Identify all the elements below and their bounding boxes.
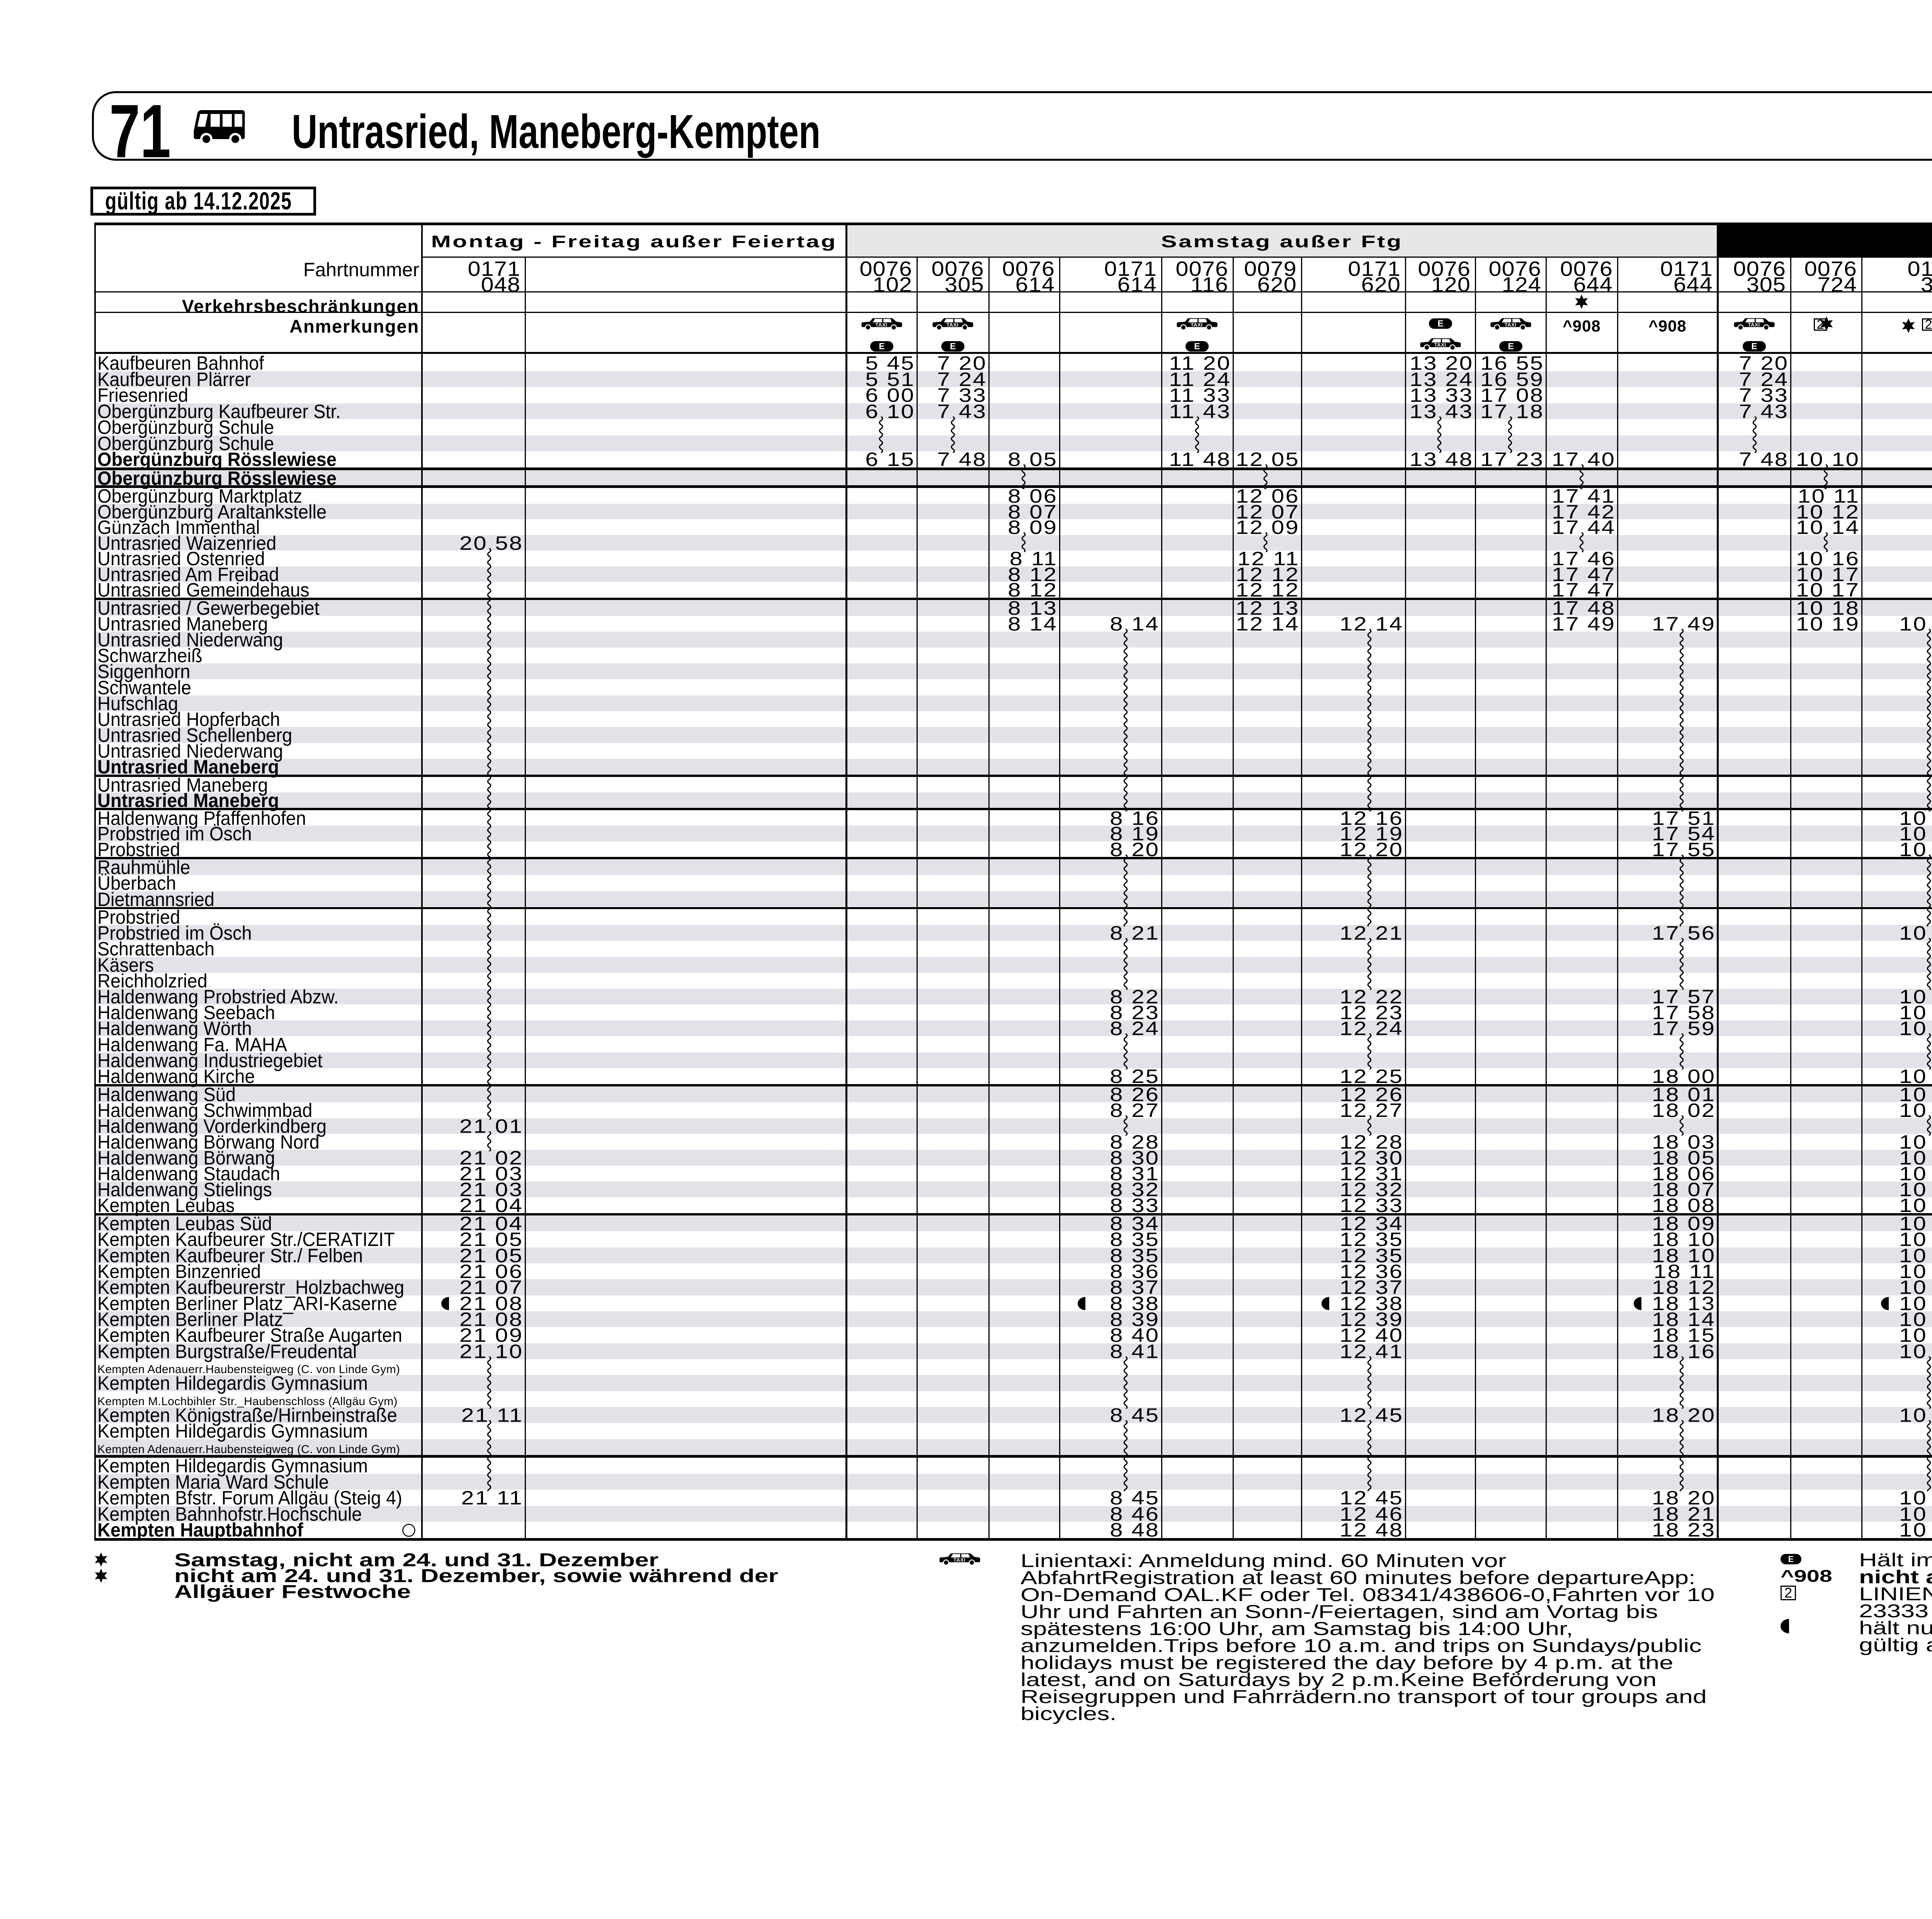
svg-text:TAXI: TAXI xyxy=(1190,322,1202,328)
svg-text:TAXI: TAXI xyxy=(875,322,887,328)
svg-text:TAXI: TAXI xyxy=(946,322,958,328)
svg-text:TAXI: TAXI xyxy=(1434,342,1446,348)
svg-text:TAXI: TAXI xyxy=(1504,322,1516,328)
svg-text:TAXI: TAXI xyxy=(953,1557,965,1563)
svg-text:TAXI: TAXI xyxy=(1748,322,1760,328)
